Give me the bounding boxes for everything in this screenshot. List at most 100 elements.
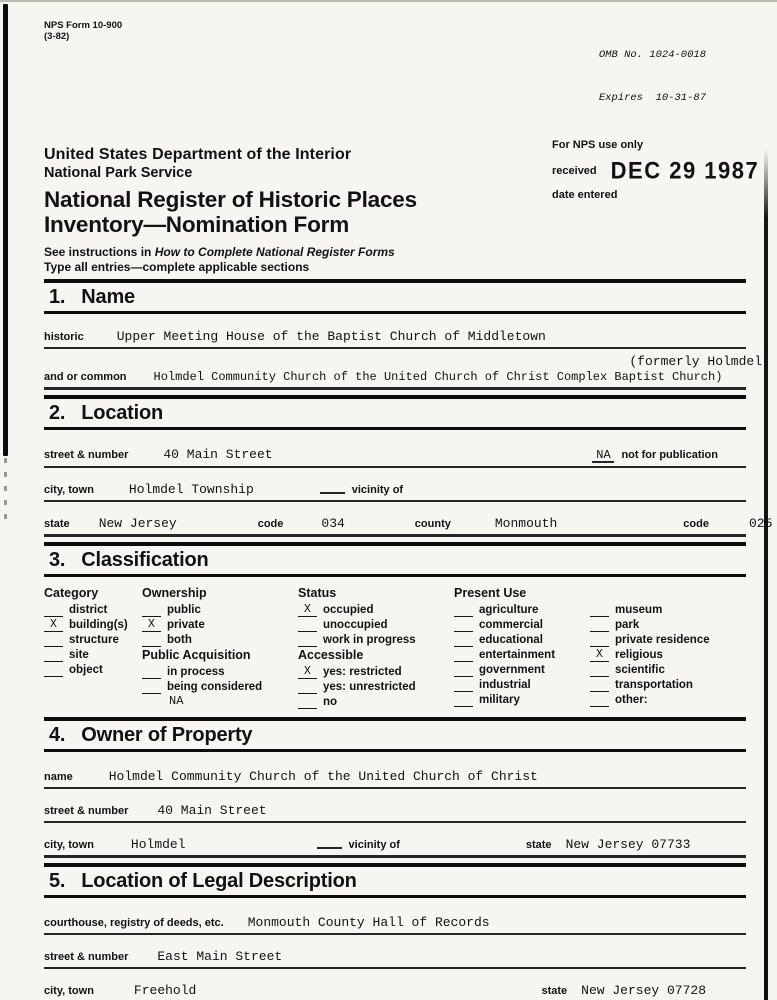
checkbox-label: work in progress xyxy=(323,633,416,646)
historic-name-row: historic Upper Meeting House of the Bapt… xyxy=(44,329,746,349)
checkbox-label: district xyxy=(69,603,108,616)
form-content: NPS Form 10-900 (3-82) OMB No. 1024-0018… xyxy=(44,20,772,1000)
checkbox-label: yes: restricted xyxy=(323,665,402,678)
checkbox-line: X xyxy=(44,619,63,632)
street-number-label: street & number xyxy=(44,448,129,461)
checkbox-park: park xyxy=(590,618,746,632)
checkbox-unoccupied: unoccupied xyxy=(298,618,454,632)
checkbox-line xyxy=(298,681,317,694)
ownership-header: Ownership xyxy=(142,585,207,600)
received-label: received xyxy=(552,165,597,178)
checkbox-label: commercial xyxy=(479,618,543,631)
checkbox-label: structure xyxy=(69,633,119,646)
county-label: county xyxy=(414,517,451,530)
scan-edge-right xyxy=(764,150,768,1000)
checkbox-other: other: xyxy=(590,693,746,707)
checkbox-both: both xyxy=(142,633,298,647)
checkbox-line xyxy=(44,604,63,617)
checkbox-label: government xyxy=(479,663,545,676)
checkbox-line xyxy=(142,634,161,647)
checkbox-public: public xyxy=(142,603,298,617)
checkbox-label: yes: unrestricted xyxy=(323,680,416,693)
common-name-value: Holmdel Community Church of the United C… xyxy=(153,369,723,384)
checkbox-entertainment: entertainment xyxy=(454,648,590,662)
checkbox-structure: structure xyxy=(44,633,142,647)
form-number: NPS Form 10-900 (3-82) xyxy=(44,20,122,43)
category-header: Category xyxy=(44,585,99,600)
legal-street-value: East Main Street xyxy=(157,948,283,964)
city-town-label: city, town xyxy=(44,483,94,496)
owner-vicinity-label: vicinity of xyxy=(348,838,400,851)
department-title: United States Department of the Interior xyxy=(44,146,352,164)
checkbox-line xyxy=(590,679,609,692)
legal-state-value: New Jersey 07728 xyxy=(581,982,706,998)
checkbox-label: religious xyxy=(615,648,663,661)
section-1-number: 1. xyxy=(49,285,66,308)
checkbox-line xyxy=(298,696,317,709)
courthouse-label: courthouse, registry of deeds, etc. xyxy=(44,916,224,929)
section-1-title: Name xyxy=(81,285,135,308)
legal-city-value: Freehold xyxy=(133,982,197,998)
checkbox-label: entertainment xyxy=(479,648,556,661)
checkbox-line: X xyxy=(298,666,317,679)
checkbox-label: being considered xyxy=(167,680,263,693)
form-number-line2: (3-82) xyxy=(44,31,70,43)
county-value: Monmouth xyxy=(494,515,558,531)
form-number-line1: NPS Form 10-900 xyxy=(44,20,123,31)
checkbox-label: building(s) xyxy=(69,618,128,631)
status-header: Status xyxy=(298,585,337,600)
checkbox-line xyxy=(590,619,609,632)
owner-street-value: 40 Main Street xyxy=(157,802,267,818)
section-4-number: 4. xyxy=(49,723,66,746)
checkbox-commercial: commercial xyxy=(454,618,590,632)
vicinity-blank-line xyxy=(316,844,342,849)
section-5-heading: 5. Location of Legal Description xyxy=(44,862,746,898)
section-2-heading: 2. Location xyxy=(44,394,746,430)
checkbox-label: public xyxy=(167,603,201,616)
checkbox-agriculture: agriculture xyxy=(454,603,590,617)
checkbox-being-considered: being considered xyxy=(142,680,298,694)
section-2-title: Location xyxy=(81,401,164,424)
checkbox-district: district xyxy=(44,603,142,617)
instructions-line1: See instructions in How to Complete Nati… xyxy=(44,245,746,259)
checkbox-label: transportation xyxy=(615,678,693,691)
code-label: code xyxy=(257,517,284,530)
checkbox-label: museum xyxy=(615,603,663,616)
checkbox-label: private residence xyxy=(615,633,710,646)
checkbox-line xyxy=(142,681,161,694)
omb-number: OMB No. 1024-0018 Expires 10-31-87 xyxy=(599,20,746,133)
omb-line1: OMB No. 1024-0018 xyxy=(598,49,706,62)
state-value: New Jersey xyxy=(98,515,177,531)
checkbox-work-in-progress: work in progress xyxy=(298,633,454,647)
checkbox-line xyxy=(298,619,317,632)
checkbox-line xyxy=(44,634,63,647)
vicinity-label: vicinity of xyxy=(351,483,404,496)
code2-value: 025 xyxy=(748,515,773,531)
received-date-stamp: DEC 29 1987 xyxy=(610,157,760,185)
checkbox-line: X xyxy=(298,604,317,617)
owner-name-row: name Holmdel Community Church of the Uni… xyxy=(44,769,746,789)
public-acquisition-header: Public Acquisition xyxy=(142,647,251,662)
checkbox-label: military xyxy=(479,693,520,706)
checkbox-label: no xyxy=(323,695,338,708)
checkbox-line xyxy=(454,679,473,692)
state-row: state New Jersey code 034 county Monmout… xyxy=(44,515,772,537)
instructions-manual-title: How to Complete National Register Forms xyxy=(154,244,395,259)
owner-city-value: Holmdel xyxy=(130,836,186,852)
omb-line2: Expires 10-31-87 xyxy=(598,91,706,104)
section-3-heading: 3. Classification xyxy=(44,541,746,577)
courthouse-row: courthouse, registry of deeds, etc. Monm… xyxy=(44,915,746,935)
courthouse-value: Monmouth County Hall of Records xyxy=(247,914,490,930)
checkbox-line xyxy=(44,649,63,662)
checkbox-label: unoccupied xyxy=(323,618,388,631)
section-3-number: 3. xyxy=(49,548,66,571)
checkbox-private-residence: private residence xyxy=(590,633,746,647)
owner-city-label: city, town xyxy=(44,838,94,851)
nps-use-only-label: For NPS use only xyxy=(552,139,644,152)
section-1-heading: 1. Name xyxy=(44,278,746,314)
section-4-title: Owner of Property xyxy=(81,723,253,746)
public-acquisition-na-note: NA xyxy=(169,693,184,708)
